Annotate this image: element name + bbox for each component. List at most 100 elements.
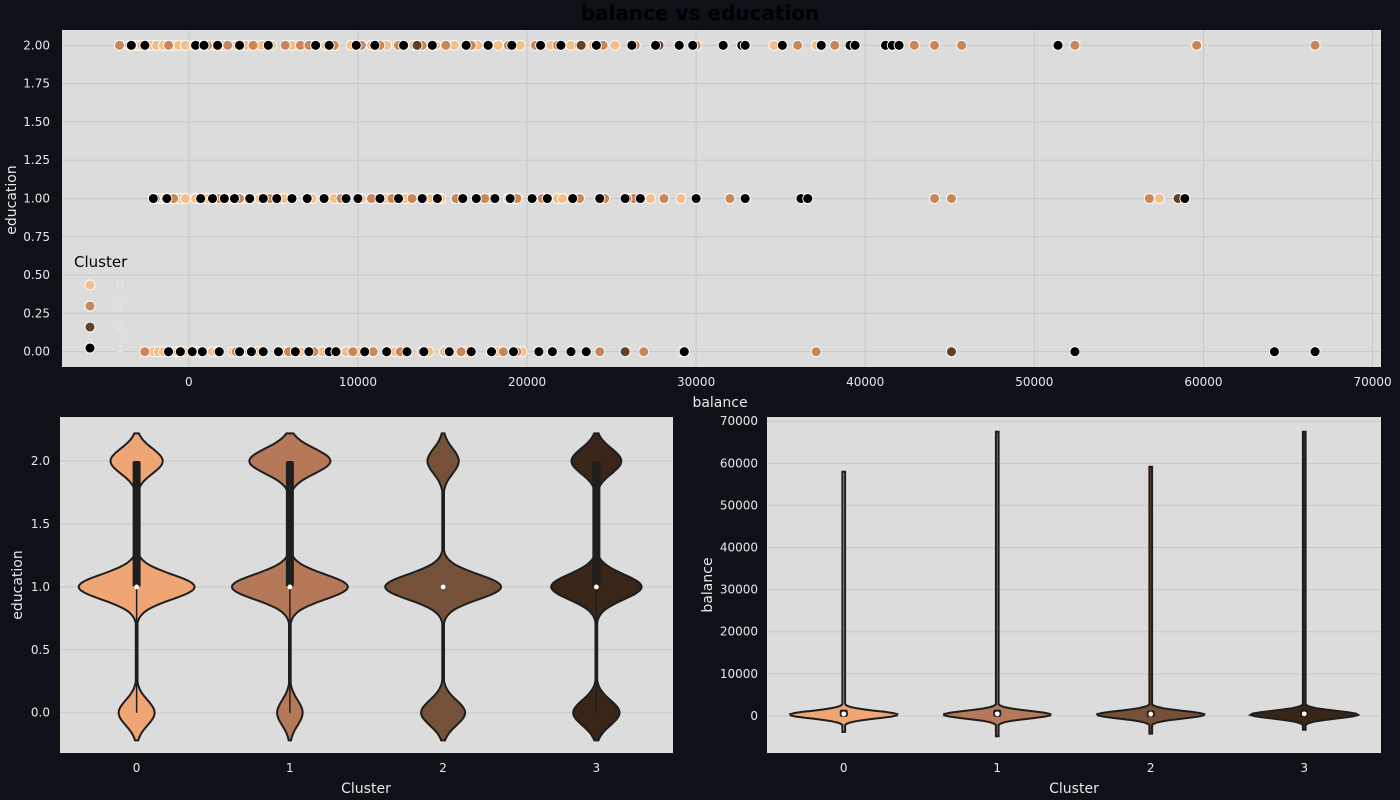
chart-title: balance vs education (581, 1, 820, 25)
scatter-point-cluster-3 (619, 193, 631, 204)
x-tick-label: 1 (993, 761, 1001, 775)
education-violin-x-ticks: 0 1 2 3 (133, 761, 600, 775)
scatter-point-cluster-3 (186, 346, 198, 358)
violin-box (592, 461, 601, 587)
scatter-point-cluster-3 (508, 346, 519, 358)
scatter-point-cluster-1 (1069, 39, 1081, 51)
scatter-point-cluster-3 (893, 39, 905, 51)
education-violin-x-axis-label: Cluster (341, 781, 391, 797)
education-violin-y-axis-label: education (10, 550, 26, 619)
scatter-point-cluster-3 (678, 346, 690, 358)
scatter-point-cluster-1 (946, 193, 957, 204)
scatter-point-cluster-0 (179, 193, 191, 204)
scatter-point-cluster-3 (196, 346, 208, 358)
scatter-point-cluster-1 (1309, 39, 1321, 51)
x-tick-label: 0 (133, 761, 141, 775)
scatter-point-cluster-3 (213, 346, 225, 358)
scatter-point-cluster-3 (739, 39, 751, 51)
x-tick-label: 30000 (677, 375, 715, 389)
scatter-point-cluster-0 (492, 39, 504, 51)
scatter-point-cluster-3 (218, 193, 230, 204)
scatter-point-cluster-1 (163, 39, 174, 51)
y-tick-label: 0.00 (23, 345, 50, 359)
violin-median (440, 584, 446, 590)
scatter-point-cluster-2 (619, 346, 631, 358)
scatter-point-cluster-3 (257, 193, 269, 204)
scatter-point-cluster-3 (330, 346, 342, 358)
violin-median (994, 711, 1000, 717)
scatter-point-cluster-3 (590, 39, 602, 51)
scatter-y-axis-label: education (4, 165, 20, 234)
scatter-point-cluster-3 (486, 346, 497, 358)
scatter-point-cluster-3 (369, 39, 381, 51)
legend-label: 3 (116, 341, 124, 356)
scatter-point-cluster-1 (724, 193, 736, 204)
scatter-point-cluster-3 (489, 193, 501, 204)
scatter-point-cluster-3 (634, 193, 646, 204)
balance-violin-cluster-0 (788, 470, 899, 733)
legend-marker (84, 300, 96, 312)
scatter-point-cluster-2 (946, 346, 957, 358)
violin-median (287, 584, 293, 590)
y-tick-label: 10000 (720, 667, 758, 681)
scatter-point-cluster-3 (1179, 193, 1191, 204)
scatter-point-cluster-3 (163, 346, 174, 358)
scatter-point-cluster-3 (580, 346, 592, 358)
scatter-point-cluster-1 (594, 346, 606, 358)
scatter-point-cluster-3 (352, 193, 364, 204)
scatter-point-cluster-0 (645, 193, 656, 204)
scatter-point-cluster-3 (310, 39, 322, 51)
scatter-point-cluster-3 (717, 39, 729, 51)
scatter-point-cluster-3 (301, 193, 313, 204)
y-tick-label: 60000 (720, 456, 758, 470)
legend-marker (84, 342, 96, 354)
scatter-point-cluster-3 (802, 193, 814, 204)
scatter-point-cluster-3 (626, 39, 638, 51)
scatter-point-cluster-3 (139, 39, 151, 51)
scatter-point-cluster-3 (546, 346, 558, 358)
violin-box (132, 461, 141, 587)
scatter-point-cluster-3 (229, 193, 240, 204)
scatter-point-cluster-3 (739, 193, 751, 204)
scatter-legend: Cluster 0 1 2 3 (74, 253, 128, 356)
scatter-point-cluster-3 (234, 39, 246, 51)
balance-violin-cluster-1 (943, 430, 1052, 738)
scatter-point-cluster-3 (426, 39, 438, 51)
y-tick-label: 1.00 (23, 192, 50, 206)
violin-box (285, 461, 294, 587)
scatter-x-ticks: 0 10000 20000 30000 40000 50000 60000 70000 (185, 375, 1392, 389)
scatter-point-cluster-3 (416, 193, 428, 204)
scatter-point-cluster-1 (638, 346, 650, 358)
scatter-point-cluster-3 (849, 39, 861, 51)
scatter-point-cluster-3 (257, 346, 269, 358)
y-tick-label: 40000 (720, 541, 758, 555)
scatter-point-cluster-1 (222, 39, 234, 51)
violin-median (1301, 711, 1307, 717)
balance-violin-plot-area (767, 417, 1381, 753)
scatter-point-cluster-3 (776, 39, 788, 51)
y-tick-label: 2.0 (31, 454, 50, 468)
scatter-point-cluster-3 (174, 346, 186, 358)
scatter-point-cluster-3 (650, 39, 661, 51)
scatter-point-cluster-3 (443, 346, 455, 358)
scatter-point-cluster-3 (504, 193, 516, 204)
scatter-point-cluster-3 (431, 193, 443, 204)
scatter-point-cluster-3 (555, 39, 567, 51)
y-tick-label: 70000 (720, 414, 758, 428)
scatter-point-cluster-1 (247, 39, 259, 51)
y-tick-label: 1.25 (23, 153, 50, 167)
scatter-point-cluster-3 (457, 193, 469, 204)
scatter-point-cluster-3 (359, 346, 371, 358)
y-tick-label: 0.75 (23, 230, 50, 244)
scatter-point-cluster-3 (212, 39, 224, 51)
scatter-point-cluster-3 (565, 346, 577, 358)
scatter-point-cluster-3 (482, 39, 494, 51)
scatter-point-cluster-3 (687, 39, 699, 51)
scatter-point-cluster-3 (207, 193, 218, 204)
scatter-point-cluster-3 (350, 39, 362, 51)
scatter-point-cluster-1 (929, 193, 941, 204)
scatter-point-cluster-1 (497, 346, 509, 358)
education-violin-y-ticks: 0.0 0.5 1.0 1.5 2.0 (31, 454, 50, 720)
y-tick-label: 30000 (720, 583, 758, 597)
scatter-point-cluster-3 (401, 346, 413, 358)
